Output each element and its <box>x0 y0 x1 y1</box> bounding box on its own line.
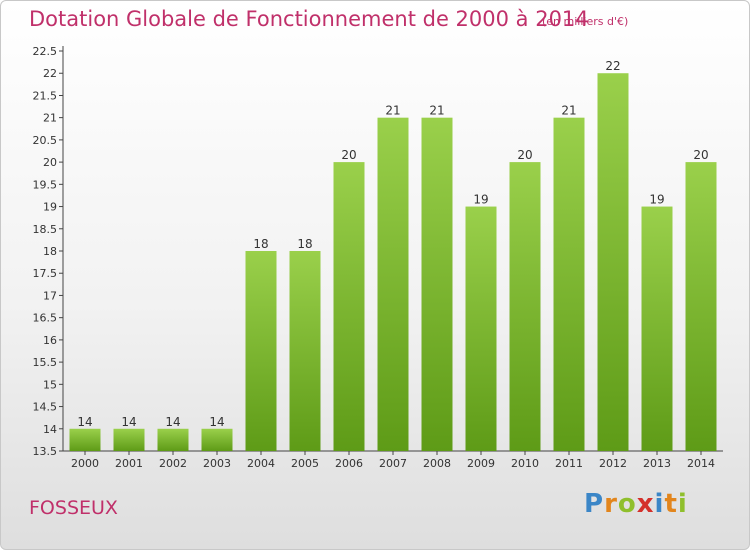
y-tick-label: 15 <box>43 378 57 391</box>
bar-2007 <box>377 117 409 452</box>
y-tick-label: 20 <box>43 156 57 169</box>
x-tick-label: 2008 <box>423 457 451 470</box>
y-tick-label: 13.5 <box>33 445 58 458</box>
bar-2002 <box>157 428 189 451</box>
y-tick-label: 17 <box>43 289 57 302</box>
y-tick-label: 17.5 <box>33 267 58 280</box>
x-tick-label: 2010 <box>511 457 539 470</box>
bar-2011 <box>553 117 585 452</box>
bar-2005 <box>289 251 321 451</box>
bar-2001 <box>113 428 145 451</box>
data-label: 14 <box>209 415 224 429</box>
x-tick-label: 2011 <box>555 457 583 470</box>
chart-unit-note: (en milliers d'€) <box>542 15 629 28</box>
data-label: 22 <box>605 59 620 73</box>
y-tick-label: 16.5 <box>33 312 58 325</box>
data-label: 18 <box>297 237 312 251</box>
y-tick-label: 16 <box>43 334 57 347</box>
data-label: 20 <box>693 148 708 162</box>
data-label: 20 <box>341 148 356 162</box>
data-label: 14 <box>165 415 180 429</box>
y-tick-label: 22.5 <box>33 45 58 58</box>
x-tick-label: 2004 <box>247 457 275 470</box>
bar-2013 <box>641 206 673 451</box>
x-tick-label: 2013 <box>643 457 671 470</box>
bar-2000 <box>69 428 101 451</box>
commune-name: FOSSEUX <box>29 497 118 519</box>
x-tick-label: 2007 <box>379 457 407 470</box>
data-label: 20 <box>517 148 532 162</box>
y-tick-label: 15.5 <box>33 356 58 369</box>
x-tick-label: 2001 <box>115 457 143 470</box>
y-tick-label: 22 <box>43 67 57 80</box>
x-tick-label: 2006 <box>335 457 363 470</box>
bar-2009 <box>465 206 497 451</box>
data-label: 21 <box>561 104 576 118</box>
data-label: 19 <box>649 193 664 207</box>
data-label: 18 <box>253 237 268 251</box>
data-label: 14 <box>77 415 92 429</box>
data-label: 21 <box>385 104 400 118</box>
bar-2014 <box>685 162 717 451</box>
y-tick-label: 19 <box>43 201 57 214</box>
x-tick-label: 2003 <box>203 457 231 470</box>
y-tick-label: 21 <box>43 112 57 125</box>
x-tick-label: 2009 <box>467 457 495 470</box>
bar-2010 <box>509 162 541 451</box>
y-tick-label: 20.5 <box>33 134 58 147</box>
bar-2012 <box>597 73 629 451</box>
x-tick-label: 2000 <box>71 457 99 470</box>
bar-2006 <box>333 162 365 451</box>
x-tick-label: 2005 <box>291 457 319 470</box>
bar-2008 <box>421 117 453 452</box>
proxiti-logo[interactable]: Proxiti <box>584 489 688 519</box>
chart-title: Dotation Globale de Fonctionnement de 20… <box>29 7 589 31</box>
y-tick-label: 18.5 <box>33 223 58 236</box>
y-tick-label: 14 <box>43 423 57 436</box>
bar-2003 <box>201 428 233 451</box>
data-label: 19 <box>473 193 488 207</box>
bar-2004 <box>245 251 277 451</box>
x-tick-label: 2002 <box>159 457 187 470</box>
y-tick-label: 21.5 <box>33 89 58 102</box>
x-tick-label: 2014 <box>687 457 715 470</box>
y-tick-label: 18 <box>43 245 57 258</box>
data-label: 14 <box>121 415 136 429</box>
y-tick-label: 19.5 <box>33 178 58 191</box>
data-label: 21 <box>429 104 444 118</box>
x-tick-label: 2012 <box>599 457 627 470</box>
y-tick-label: 14.5 <box>33 401 58 414</box>
